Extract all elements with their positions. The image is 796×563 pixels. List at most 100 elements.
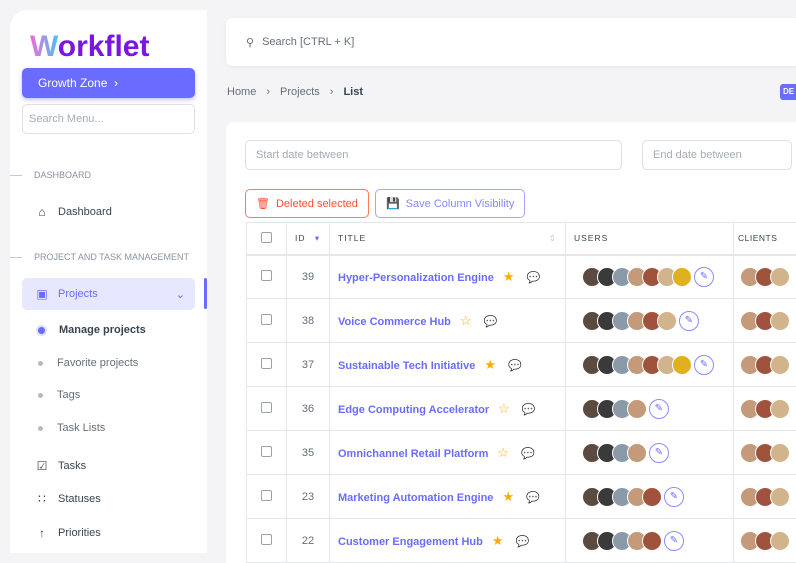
user-avatar[interactable] xyxy=(657,310,677,331)
growth-zone-label: Growth Zone xyxy=(38,76,108,90)
logo[interactable]: Workflet xyxy=(30,30,150,63)
header-id[interactable]: ID ▾ xyxy=(286,222,330,256)
star-outline-icon[interactable]: ☆ xyxy=(498,400,510,416)
project-title-link[interactable]: Customer Engagement Hub xyxy=(338,535,483,548)
user-avatar[interactable] xyxy=(642,486,662,507)
projects-card: Start date between End date between 🗑 Del… xyxy=(226,122,796,563)
label: Tasks xyxy=(58,460,87,472)
label: Deleted selected xyxy=(275,197,358,210)
row-checkbox[interactable] xyxy=(261,401,272,413)
edit-users-icon[interactable]: ✎ xyxy=(679,310,699,331)
header-title[interactable]: TITLE ⇕ xyxy=(329,222,566,256)
row-checkbox[interactable] xyxy=(261,445,272,457)
sidebar-sub-tags[interactable]: Tags xyxy=(38,389,80,401)
chevron-down-icon: ⌄ xyxy=(175,288,185,301)
search-placeholder: Search [CTRL + K] xyxy=(262,36,355,48)
star-outline-icon[interactable]: ☆ xyxy=(459,312,472,328)
sidebar-item-statuses[interactable]: ∷ Statuses xyxy=(22,483,195,515)
delete-selected-button[interactable]: 🗑 Deleted selected xyxy=(245,189,369,218)
star-filled-icon[interactable]: ★ xyxy=(502,268,515,284)
user-avatar[interactable] xyxy=(627,398,647,419)
edit-users-icon[interactable]: ✎ xyxy=(694,266,714,287)
breadcrumb-list: List xyxy=(343,86,363,98)
user-avatar[interactable] xyxy=(672,266,692,287)
user-avatar[interactable] xyxy=(642,530,662,551)
breadcrumb-home[interactable]: Home xyxy=(227,86,257,98)
client-avatar[interactable] xyxy=(770,442,790,463)
sidebar-sub-favorite-projects[interactable]: Favorite projects xyxy=(38,357,138,369)
table-row: 37 Sustainable Tech Initiative ★ 💬 ✎ xyxy=(246,342,796,387)
table-row: 35 Omnichannel Retail Platform ☆ 💬 ✎ xyxy=(246,430,796,475)
row-checkbox[interactable] xyxy=(261,533,272,545)
row-checkbox[interactable] xyxy=(261,357,272,369)
project-title-link[interactable]: Sustainable Tech Initiative xyxy=(338,359,476,372)
project-title-link[interactable]: Marketing Automation Engine xyxy=(338,491,494,504)
sidebar-item-priorities[interactable]: ↑ Priorities xyxy=(22,517,195,549)
table-row: 36 Edge Computing Accelerator ☆ 💬 ✎ xyxy=(246,386,796,431)
sidebar-sub-manage-projects[interactable]: Manage projects xyxy=(38,324,146,336)
client-avatar[interactable] xyxy=(770,398,790,419)
label: Dashboard xyxy=(58,206,112,218)
star-filled-icon[interactable]: ★ xyxy=(491,532,504,548)
client-avatar[interactable] xyxy=(770,310,790,331)
comment-icon[interactable]: 💬 xyxy=(483,315,498,328)
comment-icon[interactable]: 💬 xyxy=(526,491,540,504)
search-menu-input[interactable]: Search Menu... xyxy=(22,104,195,134)
project-title-link[interactable]: Voice Commerce Hub xyxy=(338,315,451,328)
edit-users-icon[interactable]: ✎ xyxy=(694,354,714,375)
client-avatar[interactable] xyxy=(770,266,790,287)
project-title-link[interactable]: Hyper-Personalization Engine xyxy=(338,271,494,284)
end-date-input[interactable]: End date between xyxy=(642,140,792,170)
row-id: 35 xyxy=(286,430,330,475)
project-title-link[interactable]: Edge Computing Accelerator xyxy=(338,403,490,416)
badge-button[interactable]: DE xyxy=(780,84,796,100)
sidebar-item-projects[interactable]: ▣ Projects ⌄ xyxy=(22,278,195,310)
comment-icon[interactable]: 💬 xyxy=(526,271,541,284)
trash-icon: 🗑 xyxy=(256,198,270,210)
user-avatar[interactable] xyxy=(672,354,692,375)
section-project-task: Project and Task Management xyxy=(9,252,190,262)
start-date-input[interactable]: Start date between xyxy=(245,140,622,170)
client-avatar[interactable] xyxy=(770,354,790,375)
row-id: 39 xyxy=(286,254,330,299)
row-checkbox[interactable] xyxy=(261,269,272,281)
star-filled-icon[interactable]: ★ xyxy=(502,488,515,504)
comment-icon[interactable]: 💬 xyxy=(521,403,536,416)
user-avatar[interactable] xyxy=(627,442,647,463)
header-users: USERS xyxy=(565,222,734,256)
label: Projects xyxy=(58,288,98,300)
select-all[interactable] xyxy=(246,222,287,256)
save-column-visibility-button[interactable]: 💾 Save Column Visibility xyxy=(375,189,526,218)
edit-users-icon[interactable]: ✎ xyxy=(664,486,684,507)
search-bar[interactable]: ⚲ Search [CTRL + K] xyxy=(226,18,796,66)
row-id: 36 xyxy=(286,386,330,431)
sidebar-sub-task-lists[interactable]: Task Lists xyxy=(38,422,105,434)
save-icon: 💾 xyxy=(386,198,400,210)
comment-icon[interactable]: 💬 xyxy=(508,359,522,372)
project-title-link[interactable]: Omnichannel Retail Platform xyxy=(338,447,489,460)
star-outline-icon[interactable]: ☆ xyxy=(497,444,510,460)
label: Tags xyxy=(57,389,81,401)
comment-icon[interactable]: 💬 xyxy=(521,447,535,460)
row-checkbox[interactable] xyxy=(261,313,272,325)
label: Favorite projects xyxy=(57,357,139,369)
table-row: 39 Hyper-Personalization Engine ★ 💬 ✎ xyxy=(246,254,796,299)
client-avatar[interactable] xyxy=(770,530,790,551)
growth-zone-button[interactable]: Growth Zone › xyxy=(22,68,195,98)
label: Statuses xyxy=(58,493,101,505)
edit-users-icon[interactable]: ✎ xyxy=(649,398,669,419)
sort-icon: ⇕ xyxy=(548,232,557,243)
comment-icon[interactable]: 💬 xyxy=(515,535,530,548)
row-checkbox[interactable] xyxy=(261,489,272,501)
home-icon: ⌂ xyxy=(38,205,46,219)
client-avatar[interactable] xyxy=(770,486,790,507)
edit-users-icon[interactable]: ✎ xyxy=(649,442,669,463)
breadcrumb-projects[interactable]: Projects xyxy=(280,86,320,98)
star-filled-icon[interactable]: ★ xyxy=(484,356,496,372)
edit-users-icon[interactable]: ✎ xyxy=(664,530,684,551)
sort-desc-icon: ▾ xyxy=(314,232,321,243)
sidebar-item-tasks[interactable]: ☑ Tasks xyxy=(22,450,195,482)
sidebar-item-dashboard[interactable]: ⌂ Dashboard xyxy=(22,196,195,228)
label: Priorities xyxy=(58,527,101,539)
chevron-right-icon: › xyxy=(114,76,119,90)
